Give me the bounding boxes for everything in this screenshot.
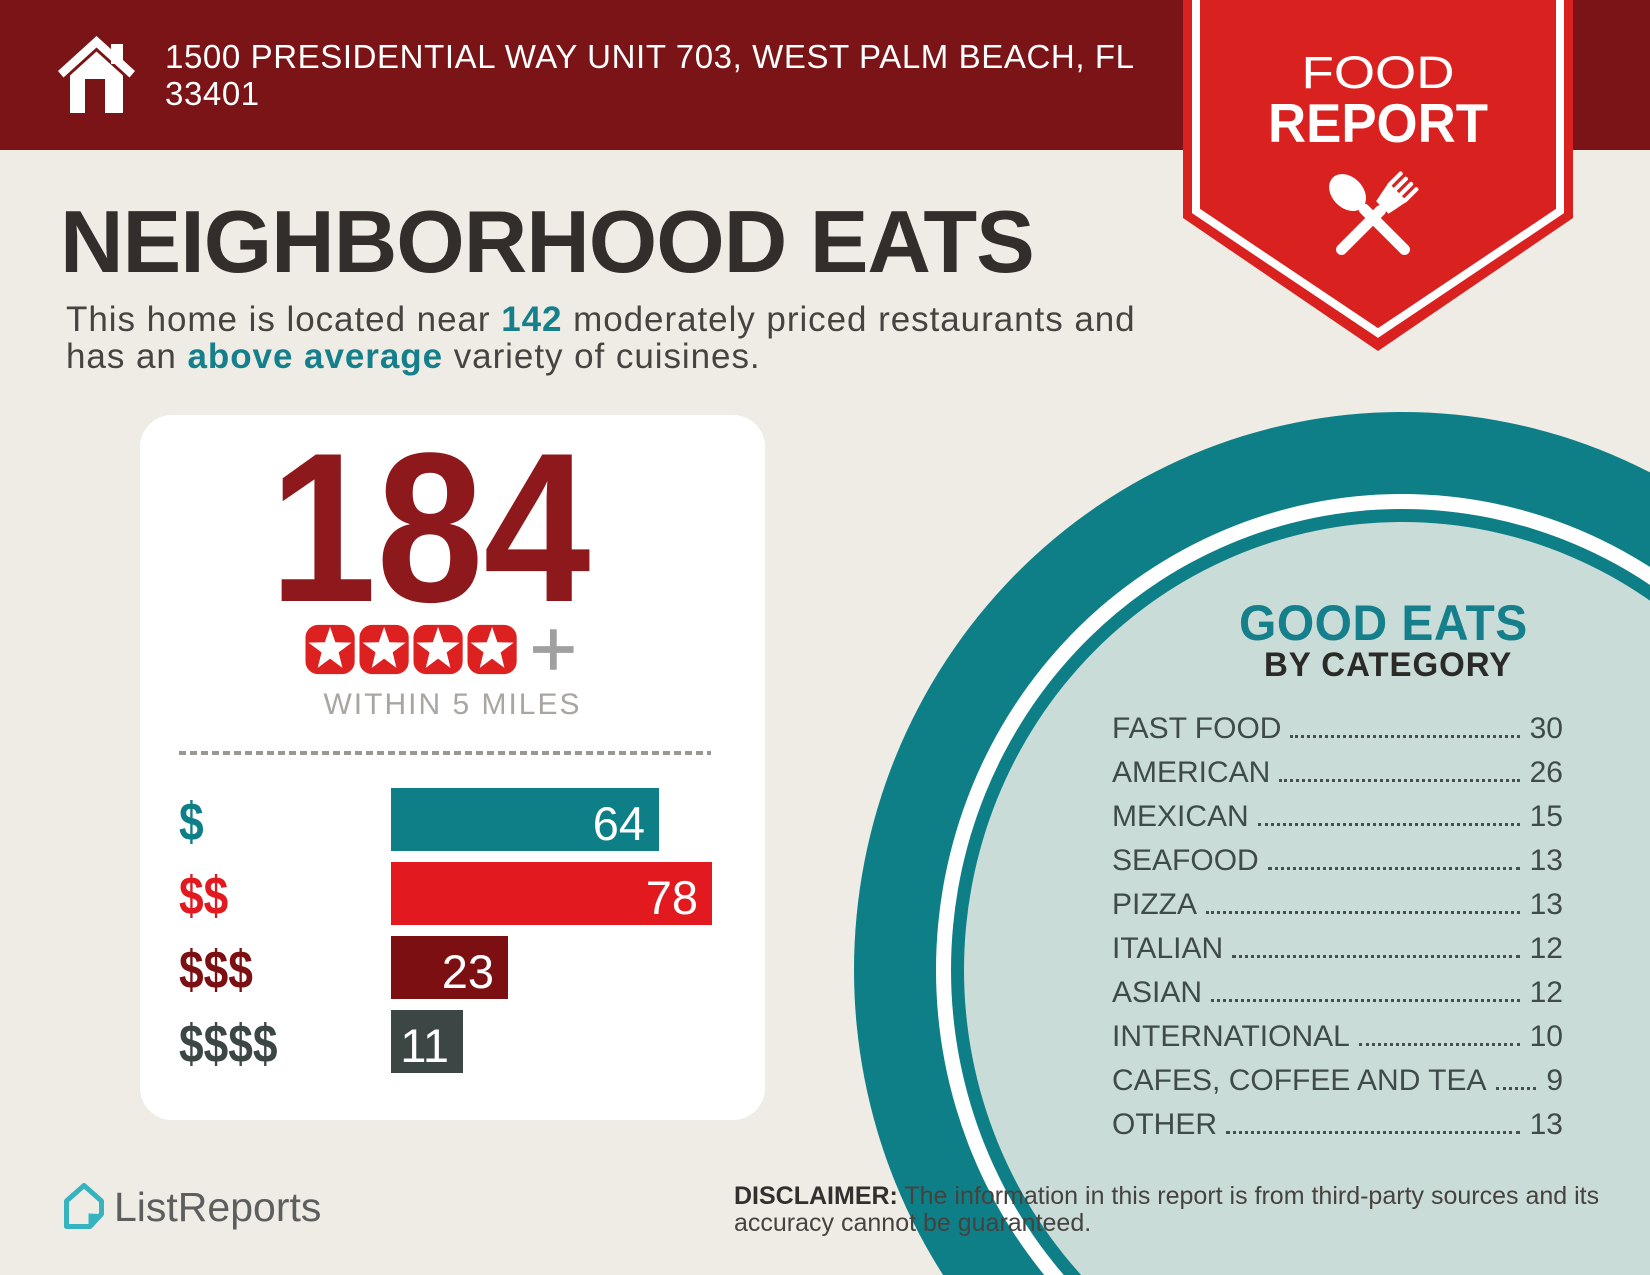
svg-text:FOOD: FOOD [1302, 47, 1455, 98]
svg-text:REPORT: REPORT [1268, 92, 1488, 154]
